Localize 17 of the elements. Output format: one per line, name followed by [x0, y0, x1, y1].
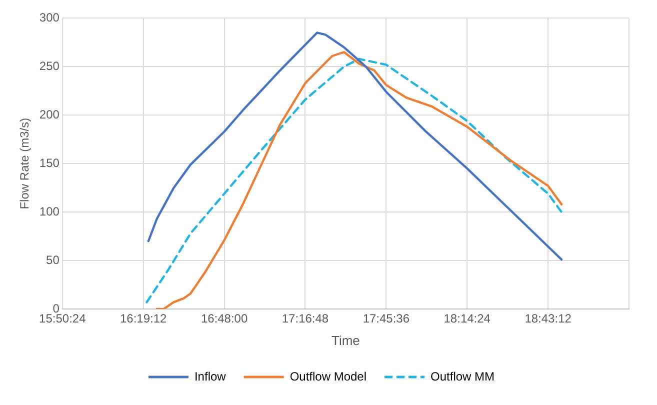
legend-label: Outflow MM: [430, 369, 495, 384]
y-tick-label: 50: [46, 252, 60, 267]
x-tick-label: 17:45:36: [362, 312, 410, 326]
legend-label: Outflow Model: [290, 369, 367, 384]
x-tick-label: 17:16:48: [282, 312, 329, 326]
x-axis-title: Time: [332, 332, 360, 348]
y-axis-title: Flow Rate (m3/s): [18, 118, 32, 210]
y-tick-label: 200: [39, 107, 60, 122]
y-tick-label: 300: [39, 10, 60, 25]
x-tick-label: 18:14:24: [444, 312, 491, 326]
x-tick-label: 18:43:12: [524, 312, 572, 326]
y-tick-label: 150: [39, 156, 60, 170]
y-tick-label: 100: [39, 204, 60, 218]
x-tick-label: 16:48:00: [200, 312, 248, 326]
x-tick-label: 16:19:12: [120, 312, 168, 326]
y-tick-label: 250: [39, 58, 60, 73]
legend-label: Inflow: [194, 369, 226, 384]
